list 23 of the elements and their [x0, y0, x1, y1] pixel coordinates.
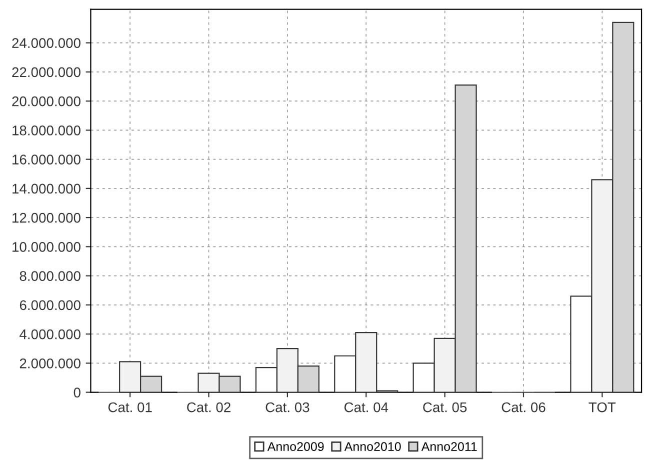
- x-tick-label: Cat. 06: [502, 402, 546, 412]
- y-tick-label: 6.000.000: [20, 300, 80, 310]
- y-tick-label: 4.000.000: [20, 329, 80, 340]
- legend-label: Anno2011: [421, 442, 477, 452]
- x-tick-label: Cat. 03: [266, 402, 310, 412]
- x-tick-label: Cat. 02: [187, 402, 230, 412]
- y-tick-label: 10.000.000: [12, 242, 80, 252]
- y-tick-label: 22.000.000: [12, 67, 80, 78]
- y-tick-label: 14.000.000: [12, 184, 80, 194]
- x-tick-label: TOT: [588, 402, 616, 412]
- y-tick-label: 16.000.000: [12, 154, 80, 164]
- y-tick-label: 2.000.000: [20, 358, 80, 368]
- legend-label: Anno2010: [344, 442, 401, 452]
- y-tick-label: 20.000.000: [12, 96, 80, 106]
- y-tick-label: 24.000.000: [12, 38, 80, 48]
- y-tick-label: 0: [74, 388, 80, 398]
- x-tick-label: Cat. 04: [344, 402, 388, 412]
- x-tick-label: Cat. 05: [423, 402, 467, 412]
- y-tick-label: 12.000.000: [12, 212, 80, 223]
- y-tick-label: 8.000.000: [20, 271, 80, 281]
- x-tick-label: Cat. 01: [108, 402, 152, 412]
- legend-label: Anno2009: [267, 442, 324, 452]
- y-tick-label: 18.000.000: [12, 126, 80, 136]
